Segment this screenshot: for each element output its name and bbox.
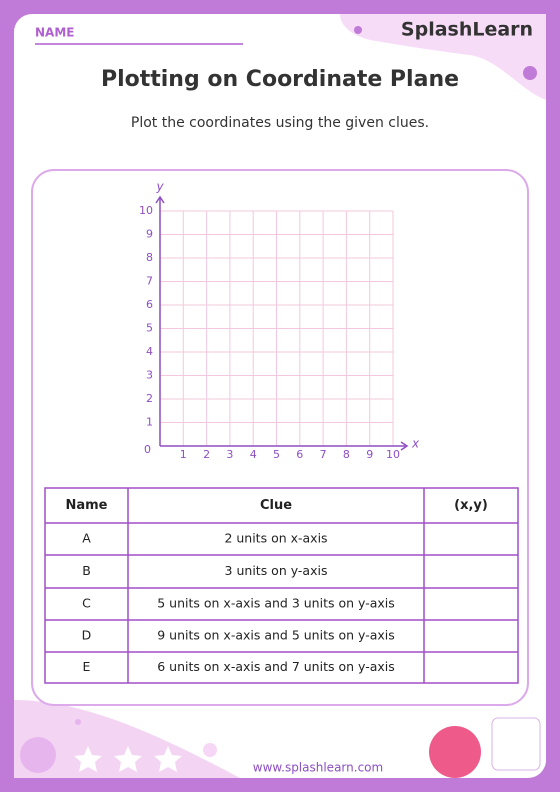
point-name: D (82, 628, 92, 643)
x-tick-label: 2 (203, 448, 210, 461)
x-axis-label: x (411, 437, 420, 451)
clue: 9 units on x-axis and 5 units on y-axis (157, 628, 395, 643)
dot (354, 26, 362, 34)
content-box (31, 169, 529, 706)
y-tick-label: 10 (139, 204, 153, 217)
x-tick-label: 6 (296, 448, 303, 461)
stars (74, 746, 182, 772)
dot (203, 743, 217, 757)
dot (523, 66, 537, 80)
y-tick-label: 9 (146, 228, 153, 241)
footer-blob (14, 700, 240, 778)
smiley (20, 737, 56, 773)
table-border (44, 487, 519, 684)
clue: 5 units on x-axis and 3 units on y-axis (157, 596, 395, 611)
y-tick-label: 4 (146, 345, 153, 358)
y-tick-label: 1 (146, 416, 153, 429)
y-arrow (155, 195, 165, 204)
x-tick-label: 4 (250, 448, 257, 461)
origin-label: 0 (144, 443, 151, 456)
x-tick-label: 9 (366, 448, 373, 461)
point-name: A (82, 531, 91, 546)
clue: 6 units on x-axis and 7 units on y-axis (157, 659, 395, 674)
point-name: B (82, 563, 91, 578)
column-header: Name (65, 498, 107, 513)
footer-url: www.splashlearn.com (253, 761, 383, 775)
y-tick-label: 8 (146, 251, 153, 264)
x-tick-label: 8 (343, 448, 350, 461)
subtitle: Plot the coordinates using the given clu… (131, 115, 429, 131)
clue-table: Name Clue (x,y) A 2 units on x-axis B 3 units … (44, 487, 519, 684)
clue: 2 units on x-axis (224, 531, 327, 546)
x-tick-label: 7 (320, 448, 327, 461)
x-tick-label: 3 (226, 448, 233, 461)
brand-logo: SplashLearn (401, 19, 533, 41)
title: Plotting on Coordinate Plane (101, 67, 459, 92)
y-axis-label: y (155, 180, 164, 194)
x-arrow (400, 441, 409, 451)
qr-code (491, 717, 541, 771)
column-header: Clue (260, 498, 292, 513)
column-header: (x,y) (454, 498, 488, 513)
clue: 3 units on y-axis (225, 563, 328, 578)
y-tick-label: 5 (146, 322, 153, 335)
y-tick-label: 6 (146, 298, 153, 311)
brand-blob (340, 14, 546, 100)
y-tick-label: 7 (146, 275, 153, 288)
y-tick-label: 2 (146, 392, 153, 405)
point-name: C (82, 596, 91, 611)
y-tick-label: 3 (146, 369, 153, 382)
x-tick-label: 1 (180, 448, 187, 461)
x-tick-label: 10 (386, 448, 400, 461)
name-label: NAME (35, 26, 74, 40)
coordinate-plane: 1 2 3 4 5 6 7 8 9 10 1 2 3 4 5 6 7 8 9 10 0 x y (139, 180, 420, 462)
point-name: E (83, 659, 91, 674)
x-tick-label: 5 (273, 448, 280, 461)
mascot (429, 726, 481, 778)
dot (75, 719, 81, 725)
